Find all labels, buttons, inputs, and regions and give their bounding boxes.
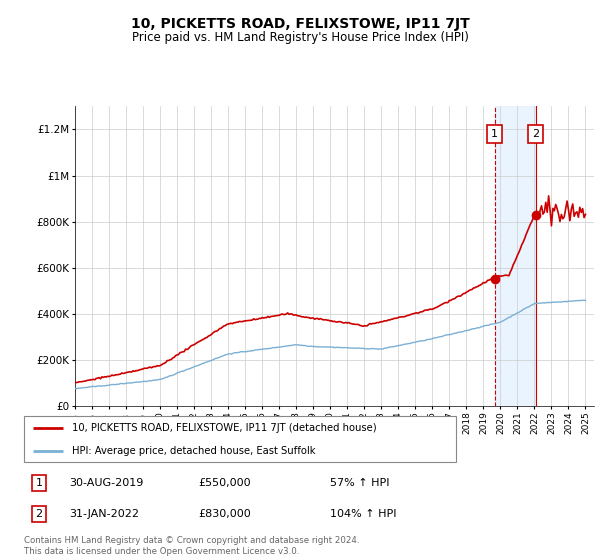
Bar: [495, 106, 536, 406]
Text: 2: 2: [532, 129, 539, 139]
Text: £550,000: £550,000: [198, 478, 251, 488]
Text: Contains HM Land Registry data © Crown copyright and database right 2024.
This d: Contains HM Land Registry data © Crown c…: [24, 536, 359, 556]
Text: HPI: Average price, detached house, East Suffolk: HPI: Average price, detached house, East…: [71, 446, 315, 455]
Text: 1: 1: [35, 478, 43, 488]
Text: 1: 1: [491, 129, 498, 139]
Text: 57% ↑ HPI: 57% ↑ HPI: [330, 478, 389, 488]
Text: 10, PICKETTS ROAD, FELIXSTOWE, IP11 7JT (detached house): 10, PICKETTS ROAD, FELIXSTOWE, IP11 7JT …: [71, 423, 376, 432]
FancyBboxPatch shape: [24, 416, 456, 462]
Text: 31-JAN-2022: 31-JAN-2022: [69, 509, 139, 519]
Text: 10, PICKETTS ROAD, FELIXSTOWE, IP11 7JT: 10, PICKETTS ROAD, FELIXSTOWE, IP11 7JT: [131, 17, 469, 31]
Text: £830,000: £830,000: [198, 509, 251, 519]
Text: 104% ↑ HPI: 104% ↑ HPI: [330, 509, 397, 519]
Text: 2: 2: [35, 509, 43, 519]
Text: Price paid vs. HM Land Registry's House Price Index (HPI): Price paid vs. HM Land Registry's House …: [131, 31, 469, 44]
Text: 30-AUG-2019: 30-AUG-2019: [69, 478, 143, 488]
